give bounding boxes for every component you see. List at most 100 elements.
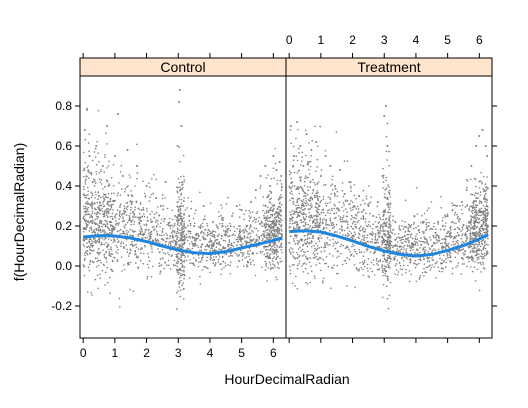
scatter-point <box>139 203 142 205</box>
scatter-point <box>316 208 319 210</box>
scatter-point <box>201 257 203 259</box>
scatter-point <box>153 226 155 228</box>
scatter-point <box>476 217 479 219</box>
scatter-point <box>300 212 303 215</box>
scatter-point <box>472 251 474 253</box>
scatter-point <box>439 242 442 245</box>
scatter-point <box>385 244 387 246</box>
scatter-point <box>224 247 227 249</box>
scatter-point <box>189 262 191 264</box>
scatter-point <box>176 230 179 233</box>
scatter-point <box>418 258 420 261</box>
scatter-point <box>377 260 380 263</box>
scatter-point <box>83 129 86 131</box>
scatter-point <box>100 209 102 211</box>
scatter-point <box>465 189 468 191</box>
scatter-point <box>298 215 301 217</box>
scatter-point <box>350 200 352 202</box>
scatter-point <box>94 257 97 260</box>
scatter-point <box>455 222 457 225</box>
scatter-point <box>292 164 295 167</box>
scatter-point <box>146 277 148 280</box>
scatter-point <box>363 234 366 237</box>
scatter-point <box>433 225 435 228</box>
scatter-point <box>116 260 119 263</box>
scatter-point <box>320 257 322 260</box>
scatter-point <box>417 244 419 247</box>
scatter-point <box>106 246 108 248</box>
scatter-point <box>83 188 85 190</box>
scatter-point <box>110 221 113 223</box>
scatter-point <box>269 249 272 252</box>
scatter-point <box>332 267 334 269</box>
scatter-point <box>264 231 266 233</box>
scatter-point <box>392 219 394 222</box>
scatter-point <box>339 245 342 248</box>
scatter-point <box>457 250 460 252</box>
scatter-point <box>165 232 167 235</box>
scatter-point <box>99 231 102 233</box>
scatter-point <box>462 248 464 250</box>
scatter-point <box>474 204 477 206</box>
scatter-point <box>316 245 319 247</box>
scatter-point <box>180 202 183 205</box>
scatter-point <box>302 165 305 167</box>
scatter-point <box>303 180 306 183</box>
scatter-point <box>354 225 357 228</box>
scatter-point <box>205 259 208 262</box>
scatter-point <box>456 231 459 234</box>
scatter-point <box>180 262 182 265</box>
scatter-point <box>199 260 202 263</box>
scatter-point <box>102 230 104 233</box>
scatter-point <box>295 210 298 212</box>
scatter-point <box>91 194 94 197</box>
scatter-point <box>152 265 154 268</box>
scatter-point <box>296 201 298 203</box>
scatter-point <box>97 229 99 231</box>
scatter-point <box>328 253 331 255</box>
scatter-point <box>461 234 463 237</box>
scatter-point <box>451 272 454 275</box>
scatter-point <box>246 236 249 239</box>
scatter-point <box>310 203 312 205</box>
scatter-point <box>273 249 275 251</box>
scatter-point <box>316 220 319 223</box>
scatter-point <box>300 238 303 240</box>
scatter-point <box>91 201 93 203</box>
scatter-point <box>387 307 390 310</box>
scatter-point <box>441 246 443 249</box>
scatter-point <box>428 247 431 249</box>
scatter-point <box>443 242 446 244</box>
scatter-point <box>143 252 145 255</box>
scatter-point <box>166 207 169 210</box>
scatter-point <box>405 272 407 274</box>
scatter-point <box>398 262 401 264</box>
scatter-point <box>209 258 211 261</box>
scatter-point <box>300 164 302 166</box>
scatter-point <box>139 259 142 262</box>
scatter-point <box>231 244 233 247</box>
scatter-point <box>374 251 376 253</box>
scatter-point <box>220 234 223 237</box>
scatter-point <box>482 267 485 269</box>
scatter-point <box>296 240 299 242</box>
scatter-point <box>97 259 100 262</box>
scatter-point <box>121 270 123 272</box>
scatter-point <box>280 248 283 251</box>
scatter-point <box>99 277 101 280</box>
scatter-point <box>319 201 322 204</box>
scatter-point <box>151 178 153 180</box>
scatter-point <box>134 208 136 211</box>
scatter-point <box>305 202 308 204</box>
scatter-point <box>182 246 184 249</box>
scatter-point <box>184 256 186 259</box>
scatter-point <box>309 199 312 202</box>
scatter-point <box>322 228 325 230</box>
scatter-point <box>364 231 367 233</box>
scatter-point <box>356 221 359 223</box>
scatter-point <box>218 243 221 246</box>
scatter-point <box>180 223 183 226</box>
scatter-point <box>427 225 430 227</box>
scatter-point <box>292 201 295 203</box>
scatter-point <box>354 250 357 253</box>
